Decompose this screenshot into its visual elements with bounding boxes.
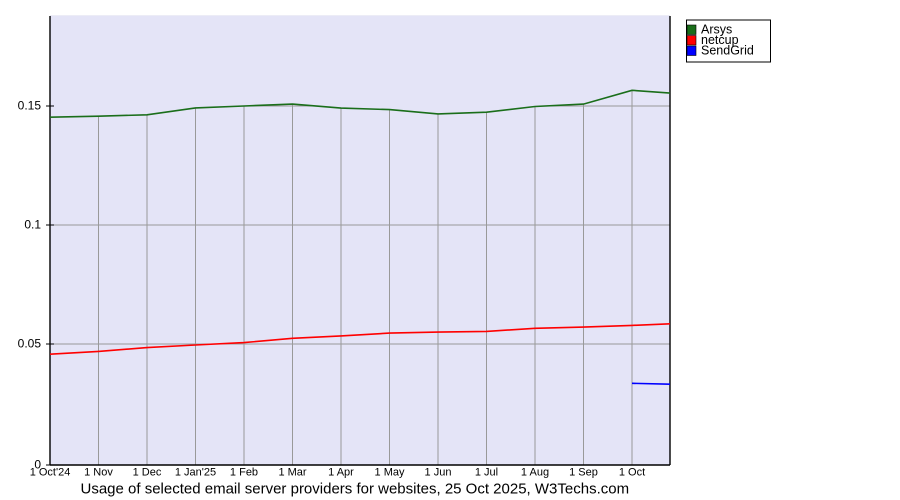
svg-text:1 Jun: 1 Jun [425, 467, 452, 479]
svg-text:1 Feb: 1 Feb [230, 467, 258, 479]
svg-text:1 May: 1 May [375, 467, 405, 479]
svg-text:1 Jul: 1 Jul [475, 467, 498, 479]
svg-text:1 Apr: 1 Apr [328, 467, 354, 479]
svg-text:1 Nov: 1 Nov [84, 467, 113, 479]
svg-text:1 Oct'24: 1 Oct'24 [30, 467, 71, 479]
svg-text:0.05: 0.05 [18, 337, 42, 351]
svg-text:Usage of selected email server: Usage of selected email server providers… [81, 480, 630, 497]
svg-text:1 Oct: 1 Oct [619, 467, 645, 479]
svg-text:1 Aug: 1 Aug [521, 467, 549, 479]
svg-text:1 Sep: 1 Sep [569, 467, 598, 479]
svg-text:0.15: 0.15 [18, 99, 42, 113]
svg-text:1 Jan'25: 1 Jan'25 [175, 467, 216, 479]
svg-text:SendGrid: SendGrid [701, 44, 754, 58]
svg-text:1 Mar: 1 Mar [278, 467, 306, 479]
svg-text:1 Dec: 1 Dec [133, 467, 162, 479]
svg-text:0.1: 0.1 [24, 218, 41, 232]
